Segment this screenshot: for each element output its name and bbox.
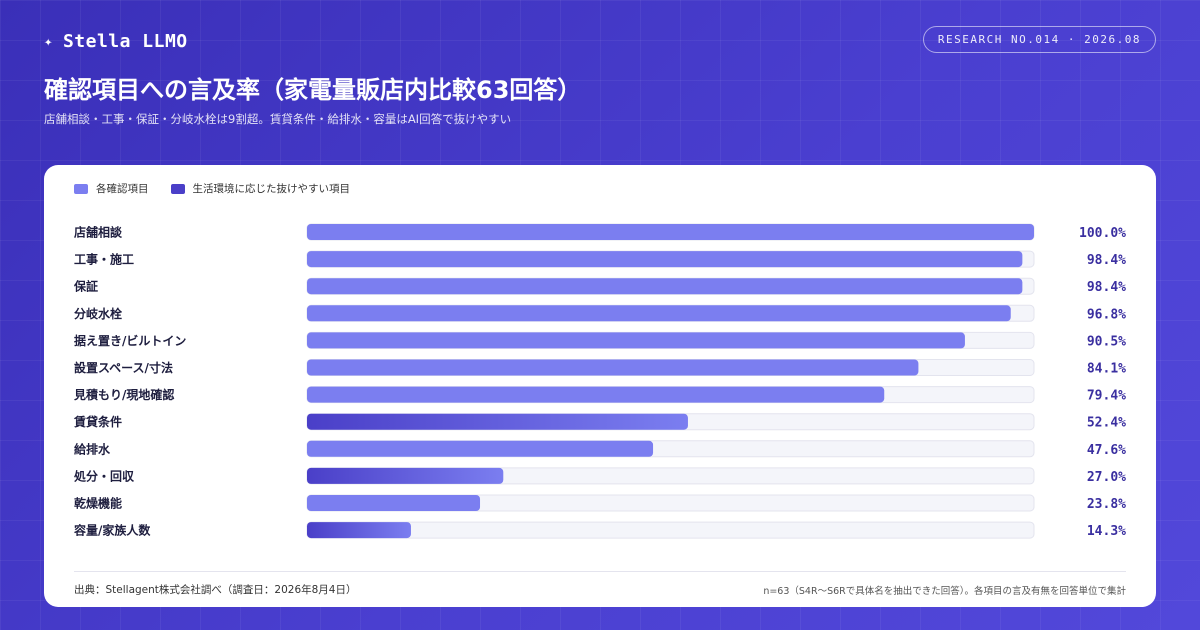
source-text: 出典：Stellagent株式会社調べ（調査日：2026年8月4日） xyxy=(74,584,357,596)
value-label: 27.0% xyxy=(1087,470,1126,485)
value-label: 79.4% xyxy=(1087,389,1126,404)
bar xyxy=(307,440,654,457)
value-label: 98.4% xyxy=(1087,280,1126,295)
bar xyxy=(307,495,481,511)
bar xyxy=(307,278,1023,295)
value-label: 14.3% xyxy=(1087,524,1126,539)
chart-legend: 各確認項目 生活環境に応じた抜けやすい項目 xyxy=(74,181,350,196)
value-label: 98.4% xyxy=(1087,253,1126,268)
value-label: 90.5% xyxy=(1087,334,1126,349)
legend-swatch-highlight xyxy=(170,183,185,194)
bar xyxy=(307,251,1023,268)
category-label: 保証 xyxy=(73,279,98,294)
category-label: 賃貸条件 xyxy=(73,414,122,429)
sparkle-icon: ✦ xyxy=(44,33,53,50)
bar xyxy=(307,305,1011,322)
chart-card: 各確認項目 生活環境に応じた抜けやすい項目 店舗相談 100.0% 工事・施工 98.… xyxy=(44,165,1156,607)
value-label: 23.8% xyxy=(1087,497,1126,512)
value-label: 96.8% xyxy=(1087,307,1126,322)
bar xyxy=(307,522,411,539)
bar xyxy=(307,386,885,403)
legend-label-base: 各確認項目 xyxy=(96,183,149,195)
value-label: 52.4% xyxy=(1087,416,1126,431)
page-title: 確認項目への言及率（家電量販店内比較63回答） xyxy=(44,76,582,104)
sample-note: n=63（S4R〜S6Rで具体名を抽出できた回答）。各項目の言及有無を回答単位で… xyxy=(763,586,1126,597)
bar xyxy=(307,359,919,376)
bar xyxy=(307,224,1034,240)
value-label: 100.0% xyxy=(1079,226,1126,241)
category-label: 容量/家族人数 xyxy=(73,523,151,538)
bar-chart: 店舗相談 100.0% 工事・施工 98.4% 保証 98.4% 分岐水栓 96.8% 据え置き… xyxy=(73,223,1126,539)
page-subtitle: 店舗相談・工事・保証・分岐水栓は9割超。賃貸条件・給排水・容量はAI回答で抜けや… xyxy=(44,112,512,126)
value-label: 47.6% xyxy=(1087,443,1126,458)
category-label: 分岐水栓 xyxy=(74,306,122,321)
bar xyxy=(307,332,965,349)
category-label: 給排水 xyxy=(74,441,111,456)
category-label: 工事・施工 xyxy=(74,252,134,267)
bar xyxy=(307,413,688,430)
legend-label-highlight: 生活環境に応じた抜けやすい項目 xyxy=(192,183,351,195)
legend-item-base: 各確認項目 xyxy=(74,181,149,196)
category-label: 乾燥機能 xyxy=(74,496,122,511)
research-badge: RESEARCH NO.014 · 2026.08 xyxy=(922,26,1156,53)
legend-swatch-base xyxy=(74,183,88,194)
value-label: 84.1% xyxy=(1087,362,1126,377)
brand-name: Stella LLMO xyxy=(62,31,188,52)
category-label: 見積もり/現地確認 xyxy=(73,387,174,402)
category-label: 処分・回収 xyxy=(73,468,135,483)
category-label: 店舗相談 xyxy=(74,225,123,240)
brand-logo: ✦ Stella LLMO xyxy=(44,31,188,52)
bar xyxy=(307,467,504,484)
category-label: 据え置き/ビルトイン xyxy=(74,333,186,348)
bar-track xyxy=(306,521,1035,539)
footer-divider xyxy=(74,571,1126,572)
category-label: 設置スペース/寸法 xyxy=(74,360,173,375)
legend-item-highlight: 生活環境に応じた抜けやすい項目 xyxy=(170,181,351,196)
